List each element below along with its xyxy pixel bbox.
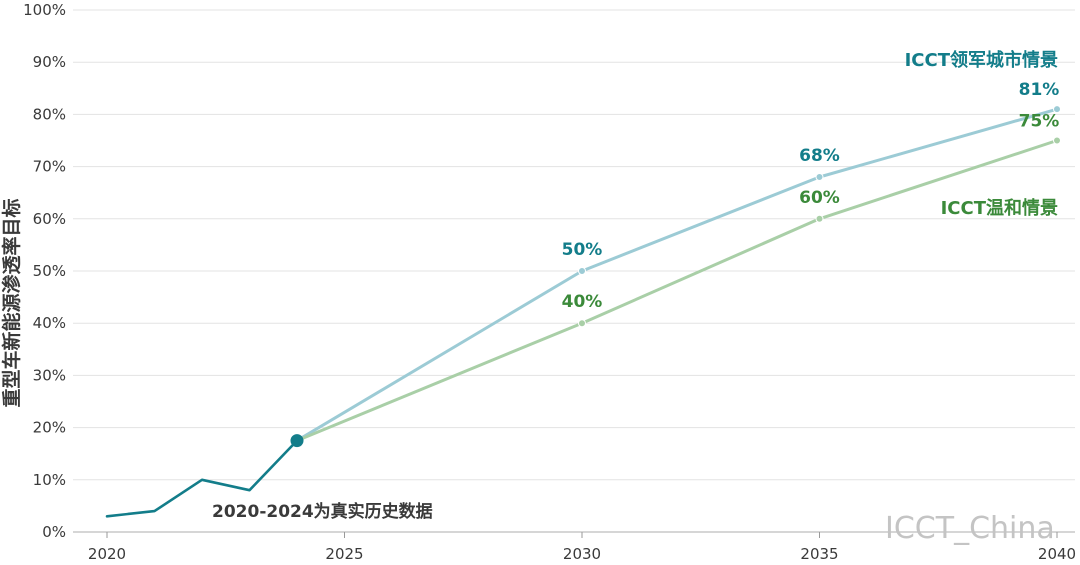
y-tick-label: 20% bbox=[33, 419, 66, 437]
y-axis-label: 重型车新能源渗透率目标 bbox=[0, 198, 23, 407]
grid bbox=[73, 9, 1075, 533]
series-0-point bbox=[815, 173, 824, 182]
y-tick-label: 70% bbox=[33, 158, 66, 176]
data-label: 40% bbox=[562, 292, 603, 312]
series-0-point bbox=[1053, 105, 1061, 114]
series-name-label: ICCT温和情景 bbox=[941, 198, 1058, 219]
data-label: 60% bbox=[799, 188, 840, 208]
watermark: ICCT_China bbox=[885, 511, 1055, 546]
y-tick-label: 60% bbox=[33, 210, 66, 228]
y-tick-label: 50% bbox=[33, 262, 66, 280]
data-label: 81% bbox=[1019, 80, 1060, 100]
y-tick-label: 100% bbox=[23, 1, 66, 19]
data-label: 75% bbox=[1019, 112, 1060, 132]
data-label: 68% bbox=[799, 146, 840, 166]
historical-data-note: 2020-2024为真实历史数据 bbox=[212, 501, 433, 522]
x-tick-label: 2040 bbox=[1038, 545, 1076, 563]
axes: 0% 10% 20% 30% 40% 50% 60% 70% 80% 90% 100% 2020 202… bbox=[23, 1, 1076, 563]
y-tick-label: 40% bbox=[33, 314, 66, 332]
historical-endpoint bbox=[290, 434, 304, 448]
series-0-point bbox=[578, 267, 586, 275]
series-1-point bbox=[815, 214, 824, 223]
series-name-label: ICCT领军城市情景 bbox=[905, 49, 1058, 71]
series-line-0 bbox=[295, 107, 1059, 443]
historical-line bbox=[105, 439, 299, 518]
y-tick-label: 10% bbox=[33, 471, 66, 489]
series-1-point bbox=[578, 319, 586, 328]
x-tick-label: 2025 bbox=[325, 545, 363, 563]
data-label: 50% bbox=[562, 240, 603, 260]
series-lines bbox=[105, 105, 1061, 518]
data-labels: 50% 68% 81% 40% 60% 75% ICCT领军城市情景 ICCT温和情景 bbox=[562, 49, 1060, 312]
y-tick-label: 90% bbox=[33, 53, 66, 71]
series-line-1 bbox=[295, 139, 1059, 443]
y-tick-label: 30% bbox=[33, 366, 66, 384]
x-tick-label: 2030 bbox=[563, 545, 601, 563]
x-tick-label: 2035 bbox=[800, 545, 838, 563]
y-tick-label: 80% bbox=[33, 105, 66, 123]
series-1-point bbox=[1053, 136, 1061, 145]
x-tick-label: 2020 bbox=[88, 545, 126, 563]
y-tick-label: 0% bbox=[42, 523, 66, 541]
